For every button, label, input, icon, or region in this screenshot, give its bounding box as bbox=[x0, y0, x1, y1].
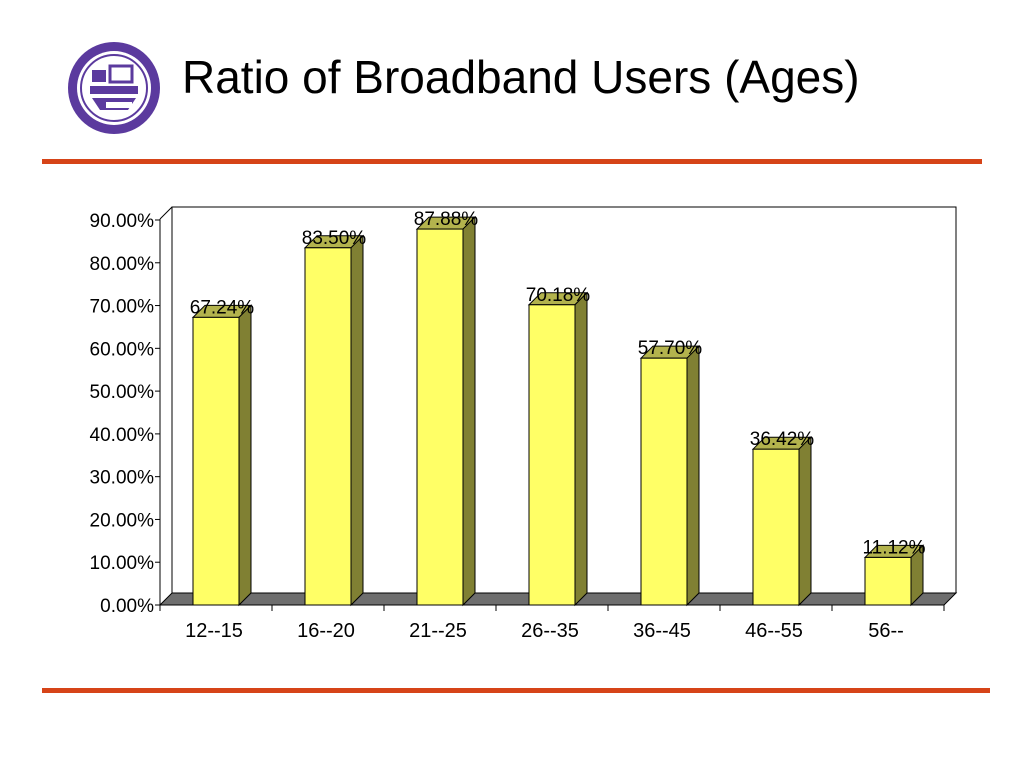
bar-front-face bbox=[640, 357, 688, 606]
y-tick-label: 10.00% bbox=[90, 553, 155, 574]
bar-front-face bbox=[752, 448, 800, 606]
y-tick-label: 30.00% bbox=[90, 468, 155, 489]
y-tick-label: 80.00% bbox=[90, 254, 155, 275]
top-divider bbox=[42, 159, 982, 164]
y-tick-label: 70.00% bbox=[90, 297, 155, 318]
bar-front-face bbox=[864, 556, 912, 606]
bar-side-face bbox=[350, 234, 364, 607]
bar-front-face bbox=[416, 228, 464, 606]
bar-data-label: 57.70% bbox=[638, 338, 703, 359]
y-tick-label: 50.00% bbox=[90, 382, 155, 403]
bar-data-label: 83.50% bbox=[302, 228, 367, 249]
x-category-label: 56-- bbox=[868, 620, 904, 642]
y-axis-depth-line bbox=[159, 206, 173, 220]
bar bbox=[527, 291, 589, 607]
y-tick-label: 0.00% bbox=[100, 596, 154, 617]
bar-data-label: 11.12% bbox=[862, 537, 925, 558]
y-tick-label: 90.00% bbox=[90, 211, 155, 232]
bar-front-face bbox=[304, 247, 352, 606]
data-labels: 67.24% 83.50% 87.88% 70.18% 57.70% 36.42% 11.1… bbox=[190, 209, 926, 558]
bar bbox=[303, 234, 365, 607]
x-category-label: 46--55 bbox=[745, 620, 803, 642]
bar bbox=[415, 215, 477, 607]
bar bbox=[751, 435, 813, 607]
x-axis: 12--15 16--20 21--25 26--35 36--45 46--55 56-- bbox=[159, 605, 945, 642]
bar-front-face bbox=[528, 304, 576, 606]
bars bbox=[191, 215, 925, 607]
y-tick-label: 40.00% bbox=[90, 425, 155, 446]
bar-side-face bbox=[574, 291, 588, 607]
x-category-label: 26--35 bbox=[521, 620, 579, 642]
bar-data-label: 67.24% bbox=[190, 297, 255, 318]
bar-side-face bbox=[798, 435, 812, 607]
y-tick-label: 20.00% bbox=[90, 510, 155, 531]
x-category-label: 12--15 bbox=[185, 620, 243, 642]
bar bbox=[863, 544, 925, 607]
slide-title: Ratio of Broadband Users (Ages) bbox=[182, 51, 860, 103]
x-category-label: 16--20 bbox=[297, 620, 355, 642]
y-tick-label: 60.00% bbox=[90, 339, 155, 360]
y-axis: 0.00% 10.00% 20.00% 30.00% 40.00% 50.00% 60.00… bbox=[90, 206, 173, 617]
bar bbox=[191, 304, 253, 607]
bar-side-face bbox=[462, 215, 476, 607]
x-category-label: 36--45 bbox=[633, 620, 691, 642]
bar-data-label: 70.18% bbox=[526, 285, 591, 306]
bottom-divider bbox=[42, 688, 990, 693]
x-category-label: 21--25 bbox=[409, 620, 467, 642]
bar-side-face bbox=[686, 344, 700, 607]
bar bbox=[639, 344, 701, 607]
bar-data-label: 36.42% bbox=[750, 429, 815, 450]
bar-side-face bbox=[238, 304, 252, 607]
bar-data-label: 87.88% bbox=[414, 209, 479, 230]
university-seal-icon bbox=[68, 42, 160, 134]
bar-front-face bbox=[192, 316, 240, 606]
